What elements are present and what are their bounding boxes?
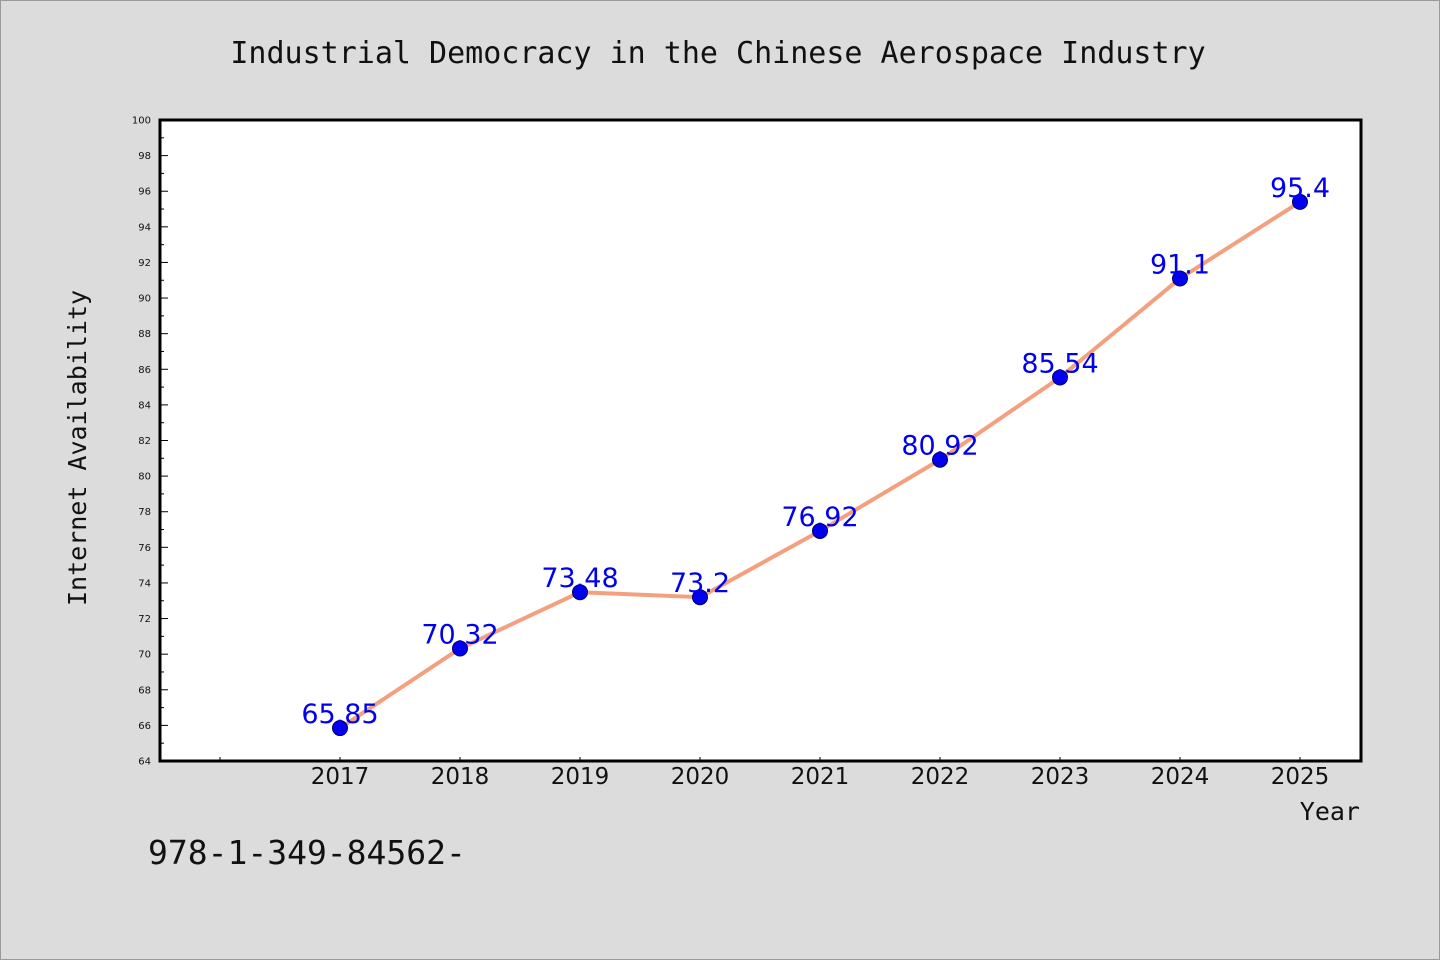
data-point (1292, 193, 1308, 210)
y-tick-label: 74 (138, 578, 151, 589)
x-tick-label: 2019 (551, 764, 610, 790)
y-tick-label: 86 (138, 365, 151, 376)
data-point (332, 720, 348, 737)
x-tick-label: 2023 (1031, 764, 1090, 790)
data-label: 65.85 (301, 699, 378, 730)
x-tick-label: 2018 (431, 764, 490, 790)
data-label: 91.1 (1150, 249, 1210, 280)
y-tick-label: 72 (138, 614, 151, 625)
x-tick-label: 2020 (671, 764, 730, 790)
data-point (452, 640, 468, 657)
y-tick-label: 88 (138, 329, 151, 340)
y-tick-label: 82 (138, 436, 151, 447)
series-layer (332, 193, 1308, 737)
y-tick-label: 92 (138, 258, 151, 269)
y-tick-label: 100 (132, 116, 151, 127)
data-label: 73.48 (541, 563, 618, 594)
data-label: 70.32 (421, 619, 498, 650)
chart-title: Industrial Democracy in the Chinese Aero… (230, 36, 1205, 71)
data-labels: 65.85 70.32 73.48 73.2 76.92 80.92 85.54 91.1 95… (301, 173, 1330, 730)
y-tick-label: 80 (138, 472, 151, 483)
y-tick-label: 68 (138, 685, 151, 696)
x-axis-title: Year (1300, 797, 1360, 826)
y-tick-label: 70 (138, 650, 151, 661)
y-tick-label: 94 (138, 222, 151, 233)
y-axis-ticks: 64 66 68 70 72 74 76 78 80 82 84 86 88 90 92 94 96 98 100 (132, 116, 168, 768)
y-tick-label: 64 (138, 757, 151, 768)
data-point (812, 522, 828, 539)
data-point (1172, 270, 1188, 287)
x-axis-ticks: 2017 2018 2019 2020 2021 2022 2023 2024 2025 (219, 757, 1330, 790)
data-point (692, 589, 708, 606)
data-point (932, 451, 948, 468)
x-tick-label: 2022 (911, 764, 970, 790)
data-label: 76.92 (781, 502, 858, 533)
data-label: 80.92 (901, 431, 978, 462)
y-axis-title: Internet Availability (63, 290, 92, 606)
y-tick-label: 96 (138, 187, 151, 198)
y-tick-label: 90 (138, 294, 151, 305)
y-tick-label: 76 (138, 543, 151, 554)
x-tick-label: 2025 (1271, 764, 1330, 790)
data-label: 95.4 (1270, 173, 1330, 204)
data-point (572, 584, 588, 601)
data-point (1052, 369, 1068, 386)
y-tick-label: 66 (138, 721, 151, 732)
footer-text: 978-1-349-84562- (148, 833, 466, 872)
data-label: 85.54 (1021, 348, 1098, 379)
y-tick-label: 84 (138, 400, 151, 411)
data-label: 73.2 (670, 568, 730, 599)
plot-area (158, 118, 1363, 763)
y-tick-label: 98 (138, 151, 151, 162)
y-tick-label: 78 (138, 507, 151, 518)
x-tick-label: 2017 (311, 764, 370, 790)
x-tick-label: 2021 (791, 764, 850, 790)
x-tick-label: 2024 (1151, 764, 1210, 790)
